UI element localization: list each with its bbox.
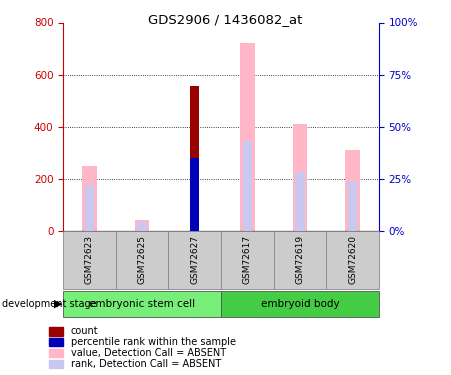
Text: rank, Detection Call = ABSENT: rank, Detection Call = ABSENT: [71, 359, 221, 369]
Bar: [221, 231, 274, 289]
Text: GSM72623: GSM72623: [85, 235, 94, 284]
Bar: [190, 86, 199, 231]
Text: GSM72625: GSM72625: [138, 235, 147, 284]
Bar: [49, 327, 63, 336]
Bar: [85, 185, 94, 231]
Bar: [168, 231, 221, 289]
Bar: [274, 231, 326, 289]
Bar: [49, 338, 63, 346]
Bar: [293, 124, 307, 231]
Text: percentile rank within the sample: percentile rank within the sample: [71, 337, 236, 347]
Text: GSM72620: GSM72620: [348, 235, 357, 284]
Text: embryoid body: embryoid body: [261, 299, 339, 309]
Bar: [240, 44, 255, 231]
Bar: [326, 231, 379, 289]
Bar: [63, 231, 116, 289]
Bar: [137, 222, 147, 231]
Bar: [345, 150, 360, 231]
Bar: [348, 181, 357, 231]
Text: value, Detection Call = ABSENT: value, Detection Call = ABSENT: [71, 348, 226, 358]
Bar: [221, 291, 379, 317]
Bar: [243, 141, 252, 231]
Bar: [295, 172, 304, 231]
Text: GSM72619: GSM72619: [295, 235, 304, 284]
Text: GSM72627: GSM72627: [190, 235, 199, 284]
Bar: [190, 158, 199, 231]
Bar: [135, 220, 149, 231]
Text: embryonic stem cell: embryonic stem cell: [89, 299, 195, 309]
Bar: [49, 360, 63, 368]
Bar: [82, 166, 97, 231]
Text: GSM72617: GSM72617: [243, 235, 252, 284]
Text: count: count: [71, 326, 98, 336]
Bar: [116, 231, 168, 289]
Text: ▶: ▶: [54, 299, 62, 309]
Bar: [63, 291, 221, 317]
Text: GDS2906 / 1436082_at: GDS2906 / 1436082_at: [148, 13, 303, 26]
Text: development stage: development stage: [2, 299, 97, 309]
Bar: [49, 349, 63, 357]
